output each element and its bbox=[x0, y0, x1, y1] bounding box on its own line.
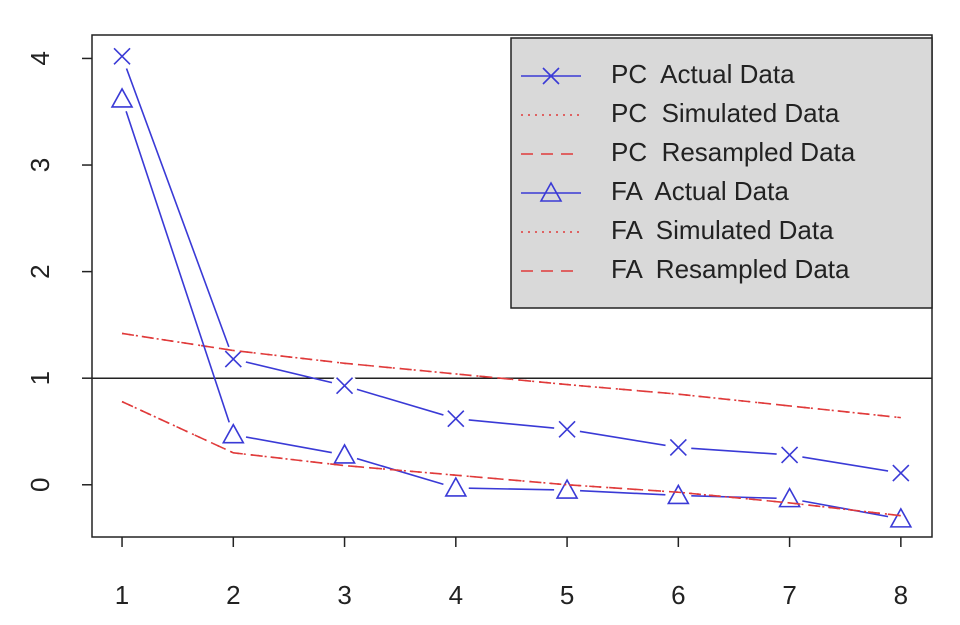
x-tick-label: 4 bbox=[449, 580, 463, 610]
y-tick-label: 2 bbox=[25, 264, 55, 278]
x-tick-label: 6 bbox=[671, 580, 685, 610]
x-tick-label: 3 bbox=[337, 580, 351, 610]
legend-label: PC Actual Data bbox=[611, 59, 795, 89]
series-line bbox=[121, 332, 901, 419]
legend-label: PC Resampled Data bbox=[611, 137, 856, 167]
marker-triangle bbox=[333, 443, 356, 464]
marker-triangle bbox=[666, 483, 690, 505]
marker-x bbox=[224, 350, 242, 368]
y-tick-label: 4 bbox=[25, 51, 55, 65]
marker-x bbox=[558, 420, 576, 438]
x-tick-label: 7 bbox=[782, 580, 796, 610]
marker-gap bbox=[776, 485, 803, 512]
legend-label: PC Simulated Data bbox=[611, 98, 840, 128]
marker-triangle bbox=[555, 478, 579, 499]
series-line bbox=[121, 332, 901, 419]
marker-triangle bbox=[889, 507, 913, 528]
marker-x bbox=[447, 410, 465, 428]
legend-label: FA Resampled Data bbox=[611, 254, 850, 284]
x-tick-label: 8 bbox=[894, 580, 908, 610]
marker-gap bbox=[331, 441, 358, 468]
y-tick-label: 1 bbox=[25, 371, 55, 385]
marker-triangle bbox=[778, 486, 801, 508]
legend-label: FA Simulated Data bbox=[611, 215, 834, 245]
legend-box bbox=[510, 37, 933, 309]
legend-label: FA Actual Data bbox=[611, 176, 789, 206]
y-tick-label: 0 bbox=[25, 478, 55, 492]
x-tick-label: 5 bbox=[560, 580, 574, 610]
marker-x bbox=[892, 464, 910, 482]
legend-marker bbox=[539, 181, 563, 202]
marker-x bbox=[335, 377, 354, 395]
marker-x bbox=[669, 438, 687, 457]
legend-marker bbox=[542, 67, 560, 85]
legend: PC Actual Data PC Simulated Data PC Resamp… bbox=[510, 37, 933, 309]
marker-gap bbox=[220, 421, 247, 448]
y-tick-label: 3 bbox=[25, 158, 55, 172]
marker-gap bbox=[665, 482, 692, 509]
x-tick-label: 1 bbox=[115, 580, 129, 610]
marker-gap bbox=[887, 505, 914, 532]
marker-triangle bbox=[444, 476, 468, 497]
series-line bbox=[121, 56, 901, 474]
series-line bbox=[121, 98, 901, 520]
marker-triangle bbox=[221, 423, 245, 444]
marker-gap bbox=[442, 474, 469, 501]
series-line bbox=[121, 400, 901, 517]
marker-gap bbox=[109, 85, 136, 112]
marker-x bbox=[781, 446, 799, 464]
x-tick-label: 2 bbox=[226, 580, 240, 610]
marker-x bbox=[113, 47, 131, 65]
marker-triangle bbox=[110, 87, 134, 108]
